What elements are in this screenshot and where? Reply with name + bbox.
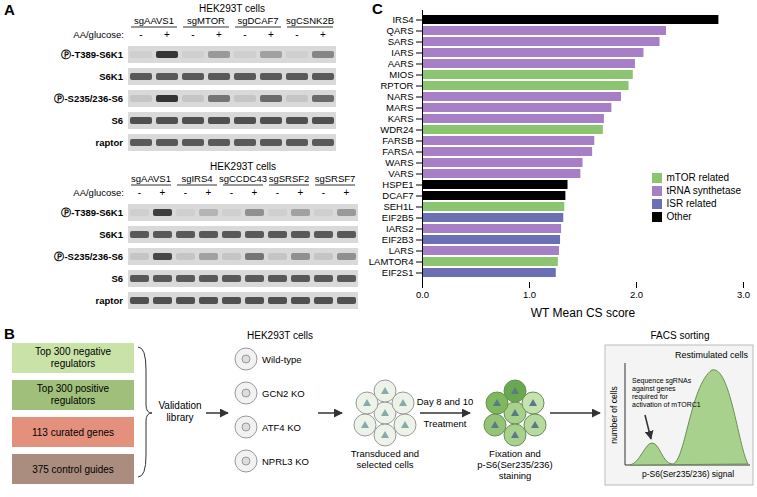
svg-text:Top 300 positiveregulators: Top 300 positiveregulators [37, 383, 110, 406]
html-text:ISR related: ISR related [666, 198, 717, 209]
svg-text:+: + [252, 187, 258, 198]
svg-text:SEH1L: SEH1L [383, 201, 413, 212]
svg-text:EIF2S1: EIF2S1 [382, 267, 414, 278]
svg-text:+: + [206, 187, 212, 198]
html-text:tRNA synthetase: tRNA synthetase [666, 185, 741, 196]
svg-text:-: - [139, 29, 142, 40]
svg-text:1.0: 1.0 [523, 289, 536, 300]
svg-text:-: - [230, 187, 233, 198]
svg-text:sgIRS4: sgIRS4 [181, 173, 212, 184]
svg-text:-: - [322, 187, 325, 198]
svg-text:-: - [138, 187, 141, 198]
svg-text:Top 300 negativeregulators: Top 300 negativeregulators [35, 346, 112, 369]
svg-text:Restimulated cells: Restimulated cells [675, 350, 749, 360]
svg-text:Validationlibrary: Validationlibrary [158, 400, 201, 423]
svg-text:+: + [268, 29, 274, 40]
svg-text:HEK293T cells: HEK293T cells [199, 3, 265, 14]
svg-text:SARS: SARS [388, 36, 414, 47]
svg-text:DCAF7: DCAF7 [382, 190, 413, 201]
svg-text:WT Mean CS score: WT Mean CS score [531, 306, 636, 320]
svg-text:LARS: LARS [389, 245, 414, 256]
svg-text:sgCCDC43: sgCCDC43 [219, 173, 267, 184]
svg-text:sgAAVS1: sgAAVS1 [131, 173, 171, 184]
html-text:mTOR related: mTOR related [666, 172, 730, 183]
svg-text:-: - [191, 29, 194, 40]
svg-text:-: - [243, 29, 246, 40]
svg-text:AARS: AARS [388, 58, 414, 69]
svg-text:S6: S6 [111, 115, 123, 126]
svg-text:+: + [344, 187, 350, 198]
svg-text:Treatment: Treatment [424, 418, 467, 429]
svg-text:0.0: 0.0 [416, 289, 429, 300]
svg-text:AA/glucose:: AA/glucose: [73, 29, 124, 40]
svg-text:number of cells: number of cells [609, 386, 619, 444]
svg-text:IRS4: IRS4 [392, 14, 413, 25]
svg-text:FARSB: FARSB [382, 135, 413, 146]
svg-text:NPRL3 KO: NPRL3 KO [262, 456, 309, 467]
svg-text:MIOS: MIOS [389, 69, 413, 80]
svg-text:EIF2B5: EIF2B5 [382, 212, 414, 223]
html-text:Other: Other [666, 211, 692, 222]
svg-text:sgDCAF7: sgDCAF7 [237, 15, 278, 26]
svg-text:+: + [164, 29, 170, 40]
svg-text:S6K1: S6K1 [99, 71, 123, 82]
svg-text:113 curated genes: 113 curated genes [32, 427, 114, 438]
svg-text:HEK293T cells: HEK293T cells [210, 161, 276, 172]
svg-text:sgMTOR: sgMTOR [187, 15, 225, 26]
svg-text:ATF4 KO: ATF4 KO [262, 422, 301, 433]
svg-text:Ⓟ-S235/236-S6: Ⓟ-S235/236-S6 [54, 251, 123, 262]
svg-text:Day 8 and 10: Day 8 and 10 [417, 396, 474, 407]
svg-text:sgAAVS1: sgAAVS1 [134, 15, 174, 26]
svg-text:Sequence sgRNAsagainst genesre: Sequence sgRNAsagainst genesrequired for… [632, 377, 701, 408]
svg-text:AA/glucose:: AA/glucose: [73, 187, 124, 198]
svg-text:MARS: MARS [386, 102, 413, 113]
svg-text:raptor: raptor [96, 295, 124, 306]
svg-text:+: + [216, 29, 222, 40]
svg-text:KARS: KARS [388, 113, 414, 124]
svg-text:-: - [276, 187, 279, 198]
svg-text:S6: S6 [111, 273, 123, 284]
svg-text:IARS2: IARS2 [386, 223, 413, 234]
svg-text:VARS: VARS [388, 168, 413, 179]
svg-text:WDR24: WDR24 [380, 124, 413, 135]
svg-text:+: + [320, 29, 326, 40]
svg-text:NARS: NARS [387, 91, 413, 102]
svg-text:Transduced andselected cells: Transduced andselected cells [351, 448, 419, 470]
svg-text:+: + [160, 187, 166, 198]
svg-text:HEK293T cells: HEK293T cells [247, 330, 313, 341]
svg-text:QARS: QARS [387, 25, 414, 36]
svg-text:S6K1: S6K1 [99, 229, 123, 240]
svg-text:LAMTOR4: LAMTOR4 [369, 256, 414, 267]
svg-text:sgCSNK2B: sgCSNK2B [286, 15, 334, 26]
svg-text:FACS sorting: FACS sorting [651, 330, 710, 341]
svg-text:GCN2 KO: GCN2 KO [262, 388, 305, 399]
html-text:C: C [372, 0, 383, 17]
svg-text:EIF2B3: EIF2B3 [382, 234, 414, 245]
svg-text:sgSRSF7: sgSRSF7 [315, 173, 356, 184]
svg-text:raptor: raptor [96, 137, 124, 148]
svg-text:HSPE1: HSPE1 [382, 179, 413, 190]
svg-text:RPTOR: RPTOR [380, 80, 413, 91]
svg-text:A: A [4, 1, 15, 18]
svg-text:IARS: IARS [391, 47, 413, 58]
svg-text:sgSRSF2: sgSRSF2 [269, 173, 310, 184]
svg-text:WARS: WARS [385, 157, 413, 168]
svg-text:3.0: 3.0 [737, 289, 750, 300]
svg-text:FARSA: FARSA [382, 146, 414, 157]
svg-text:2.0: 2.0 [630, 289, 643, 300]
svg-text:375 control guides: 375 control guides [32, 464, 114, 475]
svg-text:+: + [298, 187, 304, 198]
svg-text:p-S6(Ser235/236) signal: p-S6(Ser235/236) signal [642, 469, 734, 479]
svg-text:Wild-type: Wild-type [262, 354, 302, 365]
svg-text:-: - [295, 29, 298, 40]
svg-text:Fixation andp-S6(Ser235/236)st: Fixation andp-S6(Ser235/236)staining [477, 448, 553, 481]
svg-text:-: - [184, 187, 187, 198]
svg-text:Ⓟ-T389-S6K1: Ⓟ-T389-S6K1 [61, 207, 123, 218]
svg-text:Ⓟ-S235/236-S6: Ⓟ-S235/236-S6 [54, 93, 123, 104]
svg-text:B: B [4, 325, 15, 342]
svg-text:Ⓟ-T389-S6K1: Ⓟ-T389-S6K1 [61, 49, 123, 60]
